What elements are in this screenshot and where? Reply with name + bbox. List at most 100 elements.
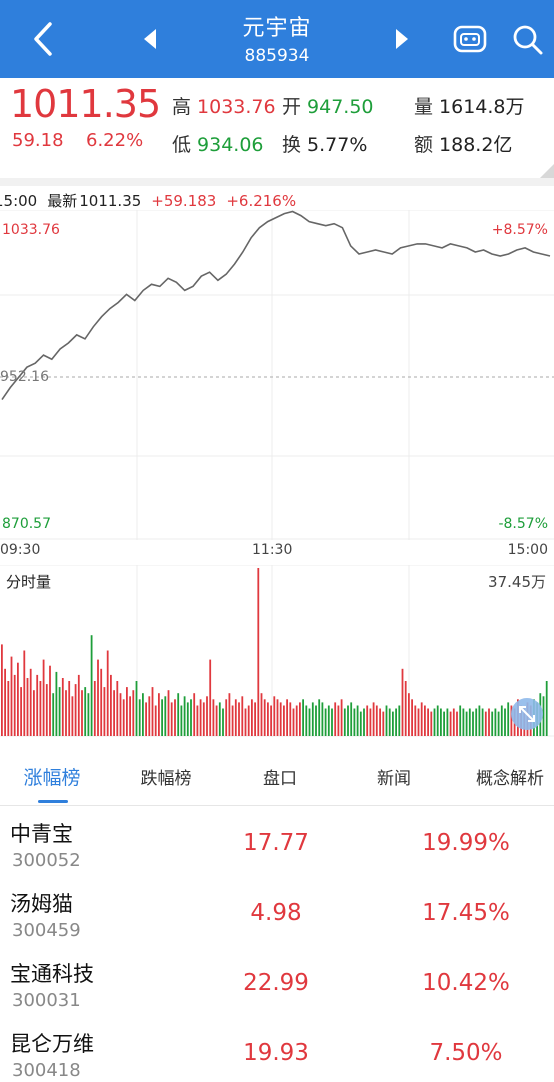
tab-losers[interactable]: 跌幅榜 [140, 769, 192, 789]
price-series-line [1, 210, 551, 401]
volume-bar [132, 690, 135, 736]
volume-bar [408, 693, 410, 736]
volume-bar [359, 711, 362, 736]
volume-bar [135, 681, 138, 736]
volume-bar [468, 708, 471, 736]
volume-bar [215, 705, 218, 736]
volume-bar [267, 702, 269, 736]
tab-concept[interactable]: 概念解析 [476, 769, 544, 789]
volume-bar [395, 708, 397, 736]
volume-bar [49, 665, 51, 736]
search-icon[interactable] [510, 22, 544, 56]
volume-bar [93, 681, 96, 736]
volume-bar [39, 681, 42, 736]
stock-price: 4.98 [250, 900, 302, 926]
volume-bar [289, 702, 292, 736]
last-price: 1011.35 [10, 82, 161, 126]
stock-price: 19.93 [243, 1040, 309, 1066]
volume-bar [286, 699, 288, 736]
time-mid-label: 11:30 [252, 542, 293, 558]
prev-stock-icon[interactable] [140, 27, 160, 51]
back-icon[interactable] [28, 20, 58, 58]
volume-bar [270, 705, 272, 736]
stock-row[interactable]: 昆仑万维 300418 19.93 7.50% [0, 1022, 554, 1082]
volume-bar [13, 674, 16, 736]
delta-value: +59.183 [151, 192, 217, 210]
stock-price: 22.99 [243, 970, 309, 996]
volume-bar [343, 708, 346, 736]
volume-bar [100, 668, 103, 736]
volume-bar [81, 690, 83, 736]
time-start-label: 09:30 [0, 542, 41, 558]
volume-bar [401, 668, 404, 736]
top-pct-label: +8.57% [491, 222, 548, 238]
volume-bar [158, 693, 160, 736]
volume-bar [353, 708, 356, 736]
volume-bar [491, 711, 494, 736]
chart-time: 15:00 [0, 192, 38, 210]
volume-bar [305, 705, 308, 736]
intraday-volume-chart[interactable] [0, 565, 554, 737]
volume-bar [142, 693, 144, 736]
volume-bar [164, 696, 167, 736]
amount-item: 额 188.2亿 [414, 130, 512, 157]
volume-bar [347, 705, 349, 736]
volume-bar [337, 705, 340, 736]
volume-bar [206, 696, 208, 736]
intraday-price-chart[interactable] [0, 210, 554, 540]
volume-bar [148, 696, 151, 736]
tab-news[interactable]: 新闻 [377, 769, 411, 789]
volume-bar [327, 705, 330, 736]
volume-bar [138, 699, 141, 736]
volume-bar [299, 702, 301, 736]
volume-bar [71, 696, 74, 736]
high-value: 1033.76 [197, 96, 276, 118]
volume-bar [119, 693, 122, 736]
volume-bar [260, 693, 263, 736]
price-change-pct: 6.22% [86, 130, 144, 151]
tab-gainers[interactable]: 涨幅榜 [23, 767, 81, 789]
volume-bar [462, 708, 465, 736]
volume-bar [276, 699, 279, 736]
volume-bar [494, 708, 497, 736]
volume-bar [116, 681, 119, 736]
volume-bar [340, 699, 343, 736]
volume-bar [315, 705, 317, 736]
stock-row[interactable]: 宝通科技 300031 22.99 10.42% [0, 952, 554, 1022]
volume-bar [174, 699, 176, 736]
volume-bar [106, 650, 109, 736]
volume-bar [26, 678, 29, 736]
volume-bar [84, 687, 87, 736]
volume-bar [90, 635, 93, 736]
amount-value: 188.2亿 [439, 134, 513, 156]
expand-icon[interactable] [510, 697, 544, 731]
volume-bar [475, 708, 478, 736]
bottom-price-label: 870.57 [2, 516, 51, 532]
volume-bar [87, 693, 90, 736]
volume-bar [311, 702, 314, 736]
volume-bar [122, 699, 125, 736]
stock-code: 300459 [12, 920, 81, 941]
volume-bar [231, 705, 234, 736]
turnover-item: 换 5.77% [282, 130, 367, 157]
volume-bar [279, 702, 282, 736]
robot-icon[interactable] [452, 22, 488, 56]
volume-bar [375, 705, 378, 736]
latest-value: 1011.35 [79, 192, 142, 210]
stock-row[interactable]: 汤姆猫 300459 4.98 17.45% [0, 882, 554, 952]
volume-bar [55, 671, 58, 736]
volume-bar [110, 674, 112, 736]
stock-row[interactable]: 中青宝 300052 17.77 19.99% [0, 812, 554, 882]
volume-bar [7, 681, 10, 736]
volume-bar [382, 711, 385, 736]
volume-bar [321, 702, 324, 736]
volume-item: 量 1614.8万 [414, 92, 525, 119]
next-stock-icon[interactable] [392, 27, 412, 51]
volume-bar [411, 699, 413, 736]
time-end-label: 15:00 [507, 542, 548, 558]
volume-bar [318, 699, 321, 736]
tab-order-book[interactable]: 盘口 [263, 769, 297, 789]
volume-bar [302, 699, 304, 736]
volume-label: 量 [414, 96, 434, 118]
volume-bar [212, 699, 215, 736]
